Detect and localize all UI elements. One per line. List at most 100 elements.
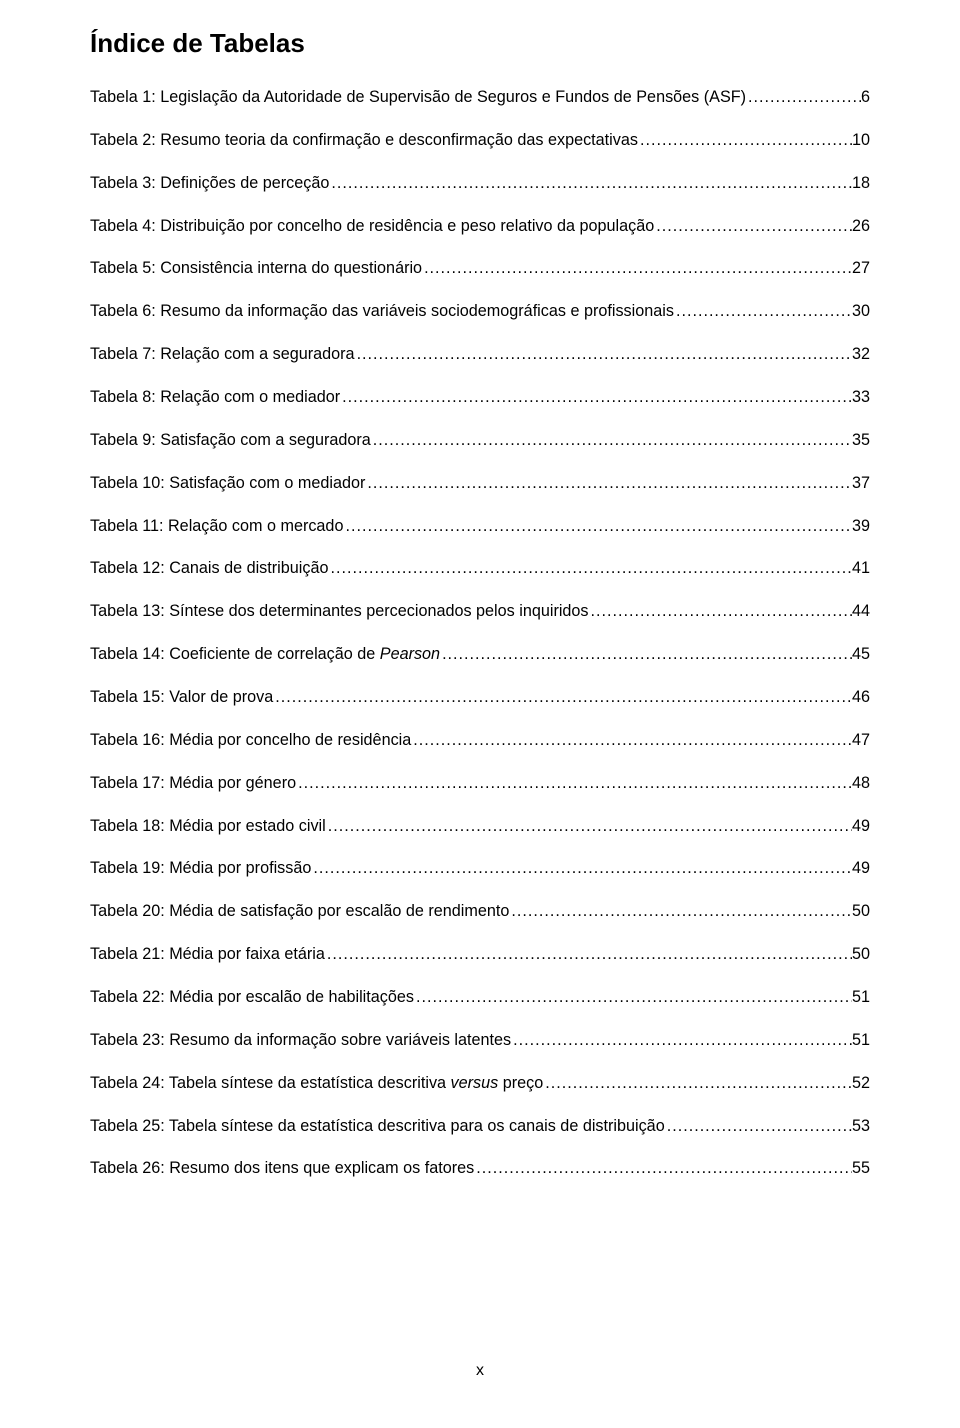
toc-entry: Tabela 26: Resumo dos itens que explicam… — [90, 1158, 870, 1180]
toc-entry: Tabela 12: Canais de distribuição 41 — [90, 558, 870, 580]
toc-leader-dots — [674, 301, 852, 323]
toc-entry-page: 48 — [852, 773, 870, 795]
toc-entry-label: Tabela 12: Canais de distribuição — [90, 558, 328, 580]
toc-leader-dots — [328, 558, 852, 580]
toc-entry-page: 6 — [861, 87, 870, 109]
toc-entry: Tabela 7: Relação com a seguradora 32 — [90, 344, 870, 366]
toc-entry: Tabela 16: Média por concelho de residên… — [90, 730, 870, 752]
toc-entry-page: 49 — [852, 858, 870, 880]
toc-leader-dots — [340, 387, 852, 409]
toc-entry-label: Tabela 13: Síntese dos determinantes per… — [90, 601, 589, 623]
toc-entry-page: 33 — [852, 387, 870, 409]
toc-entry-label: Tabela 1: Legislação da Autoridade de Su… — [90, 87, 746, 109]
toc-entry-label: Tabela 16: Média por concelho de residên… — [90, 730, 411, 752]
toc-leader-dots — [296, 773, 852, 795]
toc-entry-label: Tabela 4: Distribuição por concelho de r… — [90, 216, 654, 238]
toc-entry-italic: versus — [451, 1074, 499, 1092]
toc-entry: Tabela 2: Resumo teoria da confirmação e… — [90, 130, 870, 152]
toc-leader-dots — [273, 687, 852, 709]
toc-entry-label: Tabela 21: Média por faixa etária — [90, 944, 325, 966]
toc-entry-label: Tabela 26: Resumo dos itens que explicam… — [90, 1158, 474, 1180]
toc-entry: Tabela 21: Média por faixa etária 50 — [90, 944, 870, 966]
toc-entry: Tabela 11: Relação com o mercado 39 — [90, 516, 870, 538]
toc-entry: Tabela 15: Valor de prova 46 — [90, 687, 870, 709]
toc-entry-label: Tabela 15: Valor de prova — [90, 687, 273, 709]
toc-leader-dots — [440, 644, 852, 666]
toc-entry: Tabela 13: Síntese dos determinantes per… — [90, 601, 870, 623]
toc-entry: Tabela 17: Média por género48 — [90, 773, 870, 795]
page-title: Índice de Tabelas — [90, 28, 870, 59]
toc-entry: Tabela 6: Resumo da informação das variá… — [90, 301, 870, 323]
toc-entry-page: 50 — [852, 944, 870, 966]
toc-entry-label: Tabela 23: Resumo da informação sobre va… — [90, 1030, 511, 1052]
toc-entry-page: 45 — [852, 644, 870, 666]
toc-entry-page: 27 — [852, 258, 870, 280]
toc-leader-dots — [326, 816, 852, 838]
toc-leader-dots — [343, 516, 852, 538]
toc-entry-page: 10 — [852, 130, 870, 152]
toc-entry-page: 18 — [852, 173, 870, 195]
toc-leader-dots — [543, 1073, 852, 1095]
toc-entry-page: 32 — [852, 344, 870, 366]
toc-leader-dots — [509, 901, 852, 923]
toc-entry-page: 37 — [852, 473, 870, 495]
toc-entry-page: 52 — [852, 1073, 870, 1095]
toc-entry-label: Tabela 10: Satisfação com o mediador — [90, 473, 365, 495]
toc-entry-page: 51 — [852, 1030, 870, 1052]
toc-leader-dots — [411, 730, 852, 752]
toc-entry: Tabela 10: Satisfação com o mediador 37 — [90, 473, 870, 495]
toc-entry-label: Tabela 2: Resumo teoria da confirmação e… — [90, 130, 638, 152]
toc-entry-label: Tabela 25: Tabela síntese da estatística… — [90, 1116, 665, 1138]
page-number: x — [476, 1362, 484, 1380]
toc-entry-label: Tabela 9: Satisfação com a seguradora — [90, 430, 371, 452]
toc-entry: Tabela 1: Legislação da Autoridade de Su… — [90, 87, 870, 109]
toc-leader-dots — [329, 173, 852, 195]
toc-leader-dots — [371, 430, 852, 452]
toc-entry-page: 39 — [852, 516, 870, 538]
toc-leader-dots — [325, 944, 852, 966]
toc-entry: Tabela 18: Média por estado civil49 — [90, 816, 870, 838]
toc-entry-label: Tabela 20: Média de satisfação por escal… — [90, 901, 509, 923]
toc-entry-page: 44 — [852, 601, 870, 623]
toc-entry: Tabela 5: Consistência interna do questi… — [90, 258, 870, 280]
toc-entry-page: 46 — [852, 687, 870, 709]
toc-entry: Tabela 9: Satisfação com a seguradora 35 — [90, 430, 870, 452]
toc-leader-dots — [311, 858, 852, 880]
toc-entry-page: 50 — [852, 901, 870, 923]
toc-leader-dots — [511, 1030, 852, 1052]
toc-entry: Tabela 14: Coeficiente de correlação de … — [90, 644, 870, 666]
toc-entry: Tabela 24: Tabela síntese da estatística… — [90, 1073, 870, 1095]
toc-entry-label: Tabela 11: Relação com o mercado — [90, 516, 343, 538]
toc-entry-label: Tabela 14: Coeficiente de correlação de … — [90, 644, 440, 666]
toc-entry: Tabela 23: Resumo da informação sobre va… — [90, 1030, 870, 1052]
toc-entry-page: 49 — [852, 816, 870, 838]
toc-entry-page: 35 — [852, 430, 870, 452]
toc-leader-dots — [746, 87, 861, 109]
toc-entry: Tabela 22: Média por escalão de habilita… — [90, 987, 870, 1009]
toc-entry-label: Tabela 3: Definições de perceção — [90, 173, 329, 195]
toc-entry: Tabela 8: Relação com o mediador 33 — [90, 387, 870, 409]
toc-entry-label: Tabela 5: Consistência interna do questi… — [90, 258, 422, 280]
toc-entry-page: 53 — [852, 1116, 870, 1138]
toc-entry-page: 30 — [852, 301, 870, 323]
toc-entry: Tabela 3: Definições de perceção 18 — [90, 173, 870, 195]
toc-entry: Tabela 19: Média por profissão 49 — [90, 858, 870, 880]
toc-leader-dots — [654, 216, 852, 238]
toc-leader-dots — [589, 601, 852, 623]
toc-entry-label: Tabela 19: Média por profissão — [90, 858, 311, 880]
toc-entry: Tabela 4: Distribuição por concelho de r… — [90, 216, 870, 238]
toc-entry-label: Tabela 7: Relação com a seguradora — [90, 344, 355, 366]
toc-entry-italic: Pearson — [380, 645, 440, 663]
toc-entry-page: 51 — [852, 987, 870, 1009]
toc-entry-label: Tabela 8: Relação com o mediador — [90, 387, 340, 409]
toc-leader-dots — [365, 473, 852, 495]
toc-entry-page: 47 — [852, 730, 870, 752]
toc-leader-dots — [355, 344, 852, 366]
toc-leader-dots — [665, 1116, 852, 1138]
toc-leader-dots — [414, 987, 852, 1009]
table-of-contents: Tabela 1: Legislação da Autoridade de Su… — [90, 87, 870, 1180]
toc-entry: Tabela 25: Tabela síntese da estatística… — [90, 1116, 870, 1138]
toc-entry-suffix: preço — [498, 1074, 543, 1092]
toc-entry-page: 41 — [852, 558, 870, 580]
toc-entry-label: Tabela 24: Tabela síntese da estatística… — [90, 1073, 543, 1095]
